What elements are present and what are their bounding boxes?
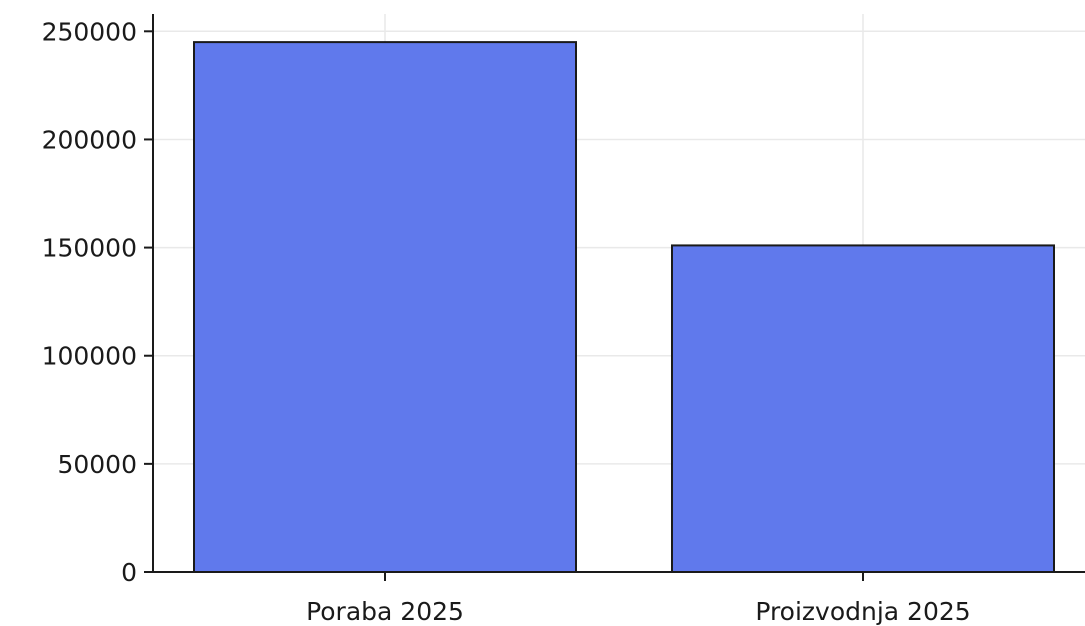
bar-layer: [193, 41, 1055, 574]
y-tick-label-5: 250000: [42, 17, 137, 46]
x-tick-label-0: Poraba 2025: [306, 597, 464, 626]
axis-layer: [144, 14, 1085, 581]
y-tick-label-4: 200000: [42, 125, 137, 154]
y-tick-label-0: 0: [121, 558, 137, 587]
label-layer: 0 50000 100000 150000 200000 250000 Poraba 202…: [42, 17, 971, 626]
y-tick-label-3: 150000: [42, 234, 137, 263]
bar-1: [671, 244, 1055, 573]
x-tick-label-1: Proizvodnja 2025: [755, 597, 970, 626]
y-tick-label-2: 100000: [42, 342, 137, 371]
bar-0: [193, 41, 577, 574]
y-tick-label-1: 50000: [57, 450, 137, 479]
